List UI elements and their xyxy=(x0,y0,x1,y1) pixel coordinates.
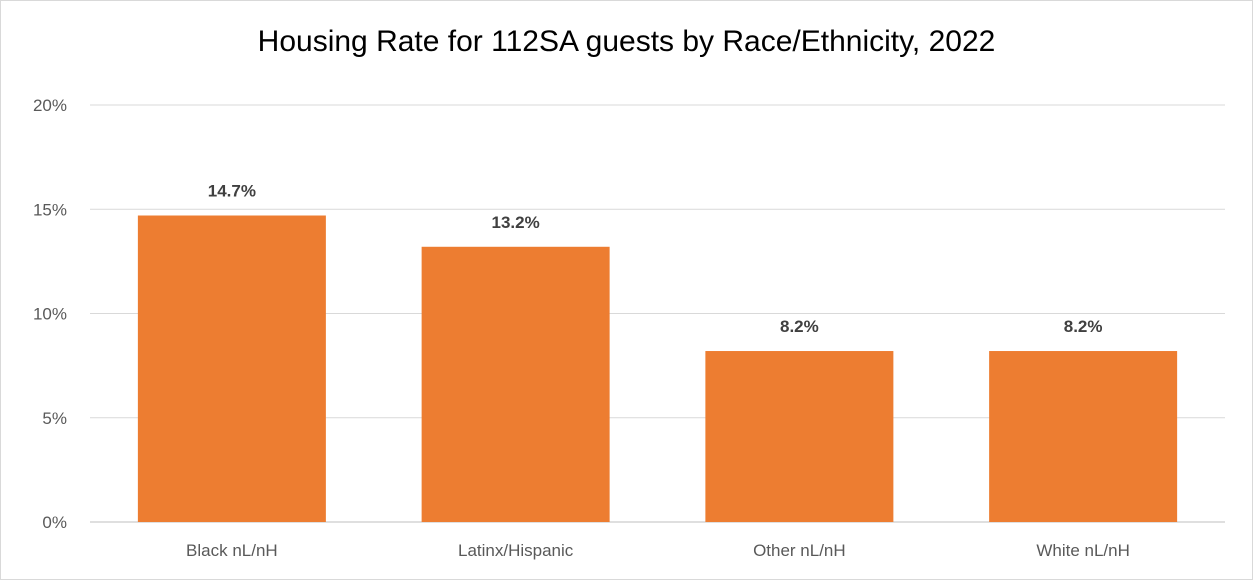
y-tick-label: 20% xyxy=(33,96,67,115)
bar xyxy=(421,246,610,522)
bar xyxy=(137,215,326,522)
data-label: 14.7% xyxy=(208,182,256,201)
category-label: Black nL/nH xyxy=(186,541,278,560)
data-label: 13.2% xyxy=(492,213,540,232)
y-tick-label: 0% xyxy=(42,513,67,532)
y-tick-label: 10% xyxy=(33,305,67,324)
data-label: 8.2% xyxy=(780,317,819,336)
category-label: Other nL/nH xyxy=(753,541,846,560)
bar xyxy=(705,351,894,522)
y-tick-label: 15% xyxy=(33,200,67,219)
bar xyxy=(989,351,1178,522)
category-label: White nL/nH xyxy=(1036,541,1130,560)
category-label: Latinx/Hispanic xyxy=(458,541,574,560)
chart-title: Housing Rate for 112SA guests by Race/Et… xyxy=(257,25,996,58)
y-tick-label: 5% xyxy=(42,409,67,428)
data-label: 8.2% xyxy=(1064,317,1103,336)
